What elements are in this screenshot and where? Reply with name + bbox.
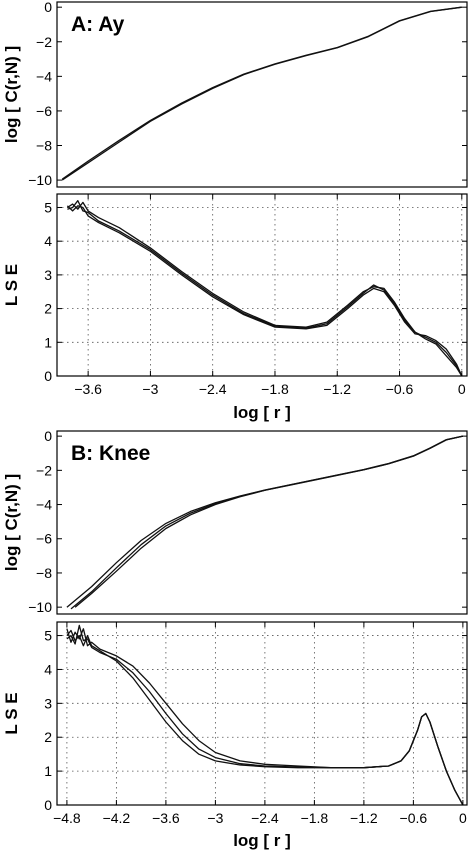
panel-1: 0 −2 −4 −6 −8 −10 log [ C(r,N) ] A: Ay bbox=[2, 0, 468, 188]
panel-2: 0 1 2 3 4 5 −3.6 −3 −2.4 −1.8 −1.2 −0.6 0 L S E log [ … bbox=[2, 193, 468, 422]
x-tick-label: −3 bbox=[142, 381, 158, 397]
series-line-1 bbox=[67, 201, 463, 377]
plot-frame bbox=[56, 621, 468, 806]
y-tick-label: −10 bbox=[28, 172, 52, 188]
y-tick-label: 5 bbox=[44, 628, 52, 644]
plot-frame bbox=[56, 430, 468, 615]
y-tick-label: −4 bbox=[36, 497, 52, 513]
y-axis-title: log [ C(r,N) ] bbox=[2, 474, 21, 571]
y-tick-label: 4 bbox=[44, 233, 52, 249]
x-tick-label: 0 bbox=[459, 810, 467, 826]
x-tick-label: −2.4 bbox=[199, 381, 227, 397]
series-line-2 bbox=[67, 200, 463, 377]
y-tick-label: −6 bbox=[36, 531, 52, 547]
plot-frame bbox=[56, 1, 468, 188]
y-tick-label: −4 bbox=[36, 68, 52, 84]
x-tick-label: −3.6 bbox=[74, 381, 102, 397]
x-tick-label: −1.8 bbox=[301, 810, 329, 826]
y-axis-title: log [ C(r,N) ] bbox=[2, 46, 21, 143]
series-line-3 bbox=[66, 629, 464, 806]
y-tick-label: 0 bbox=[44, 797, 52, 813]
y-tick-label: 3 bbox=[44, 267, 52, 283]
series-line-1 bbox=[66, 628, 464, 806]
x-tick-label: 0 bbox=[458, 381, 466, 397]
y-tick-label: 0 bbox=[44, 0, 52, 15]
panel-title: A: Ay bbox=[71, 13, 125, 36]
y-tick-label: −2 bbox=[36, 462, 52, 478]
y-tick-label: 2 bbox=[44, 729, 52, 745]
y-axis-title: L S E bbox=[2, 692, 21, 734]
y-tick-label: −10 bbox=[28, 599, 52, 615]
x-axis-title: log [ r ] bbox=[233, 831, 291, 850]
series-line-2 bbox=[61, 6, 462, 180]
y-tick-label: 0 bbox=[44, 428, 52, 444]
y-tick-label: 2 bbox=[44, 301, 52, 317]
panel-4: 0 1 2 3 4 5 −4.8 −4.2 −3.6 −3 −2.4 −1.8 −1.2 −0.6 0 L S… bbox=[2, 621, 468, 850]
y-tick-label: 4 bbox=[44, 661, 52, 677]
x-tick-label: −1.8 bbox=[261, 381, 289, 397]
x-tick-label: −0.6 bbox=[386, 381, 414, 397]
y-tick-label: 1 bbox=[44, 334, 52, 350]
x-tick-label: −1.2 bbox=[323, 381, 351, 397]
y-tick-label: 1 bbox=[44, 763, 52, 779]
y-tick-label: −8 bbox=[36, 565, 52, 581]
y-tick-label: −8 bbox=[36, 138, 52, 154]
series-line-3 bbox=[66, 205, 463, 377]
series-line-3 bbox=[74, 435, 464, 608]
y-tick-label: 0 bbox=[44, 368, 52, 384]
x-tick-label: −3.6 bbox=[152, 810, 180, 826]
x-tick-label: −4.8 bbox=[53, 810, 81, 826]
x-tick-label: −1.2 bbox=[350, 810, 378, 826]
plot-frame bbox=[56, 193, 468, 377]
x-tick-label: −4.2 bbox=[103, 810, 131, 826]
y-tick-label: −6 bbox=[36, 103, 52, 119]
y-tick-label: 5 bbox=[44, 199, 52, 215]
x-tick-label: −3 bbox=[207, 810, 223, 826]
y-tick-label: 3 bbox=[44, 695, 52, 711]
x-tick-label: −0.6 bbox=[400, 810, 428, 826]
x-tick-label: −2.4 bbox=[251, 810, 279, 826]
panel-3: 0 −2 −4 −6 −8 −10 log [ C(r,N) ] B: Knee bbox=[2, 428, 468, 615]
y-axis-title: L S E bbox=[2, 264, 21, 306]
y-tick-label: −2 bbox=[36, 34, 52, 50]
panel-title: B: Knee bbox=[71, 442, 150, 465]
x-axis-title: log [ r ] bbox=[233, 403, 291, 422]
